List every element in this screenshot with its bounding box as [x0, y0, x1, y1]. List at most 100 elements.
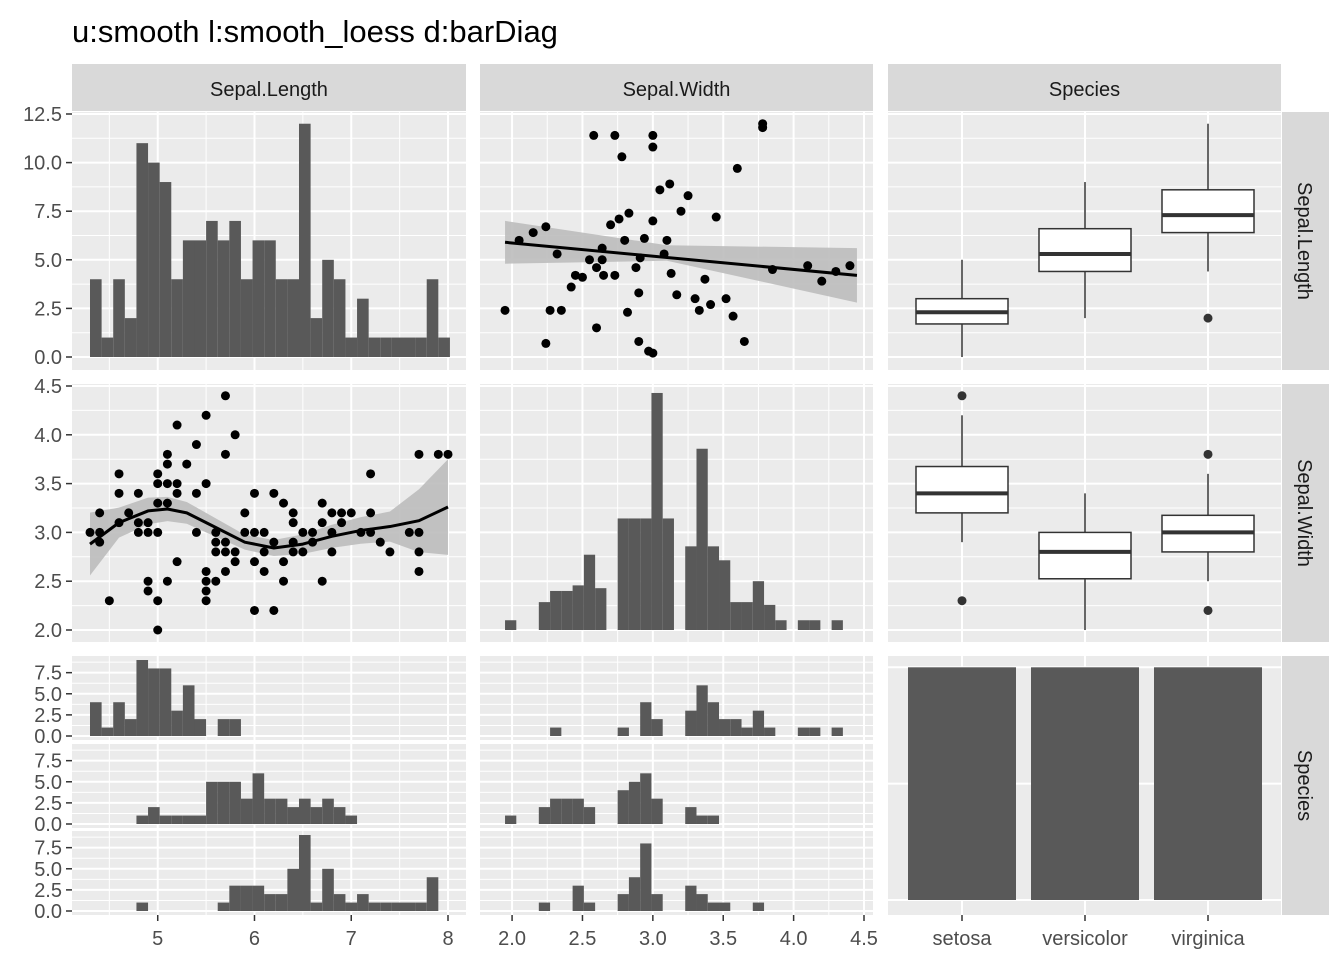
hist-bar	[136, 902, 149, 911]
scatter-point	[133, 527, 143, 537]
scatter-point	[153, 479, 163, 489]
hist-bar	[101, 337, 114, 357]
y-tick-label-row3: 2.5	[34, 880, 62, 902]
column-strip	[480, 64, 873, 111]
hist-bar	[380, 902, 392, 911]
species-count-bar	[1031, 667, 1139, 900]
column-strip-label: Sepal.Length	[210, 79, 328, 101]
scatter-point	[249, 527, 259, 537]
scatter-point	[545, 305, 555, 315]
fit-line	[504, 240, 858, 277]
hist-bar	[696, 894, 708, 911]
hist-bar	[391, 337, 404, 357]
box-body	[1038, 531, 1132, 580]
hist-bar	[275, 798, 288, 824]
scatter-point	[249, 605, 259, 615]
y-tick-label-row3: 0.0	[34, 726, 62, 748]
scatter-point	[366, 469, 376, 479]
hist-bar	[368, 902, 381, 911]
hist-bar	[287, 807, 299, 824]
scatter-point	[623, 307, 633, 317]
scatter-point	[528, 228, 538, 238]
scatter-point	[592, 323, 602, 333]
scatter-point	[676, 206, 686, 216]
hist-bar	[298, 798, 311, 824]
hist-bar	[217, 719, 230, 736]
hist-bar	[730, 602, 742, 630]
hist-bar	[583, 554, 596, 630]
x-tick-label-col2: 3.5	[709, 928, 737, 950]
scatter-point	[739, 336, 749, 346]
hist-bar	[229, 781, 241, 824]
hist-bar	[124, 719, 137, 736]
scatter-point	[552, 249, 562, 259]
hist-bar	[345, 815, 358, 824]
hist-bar	[550, 798, 562, 824]
scatter-point	[317, 576, 327, 586]
hist-bar	[583, 807, 596, 824]
panel-r3c1-setosa	[72, 656, 466, 740]
hist-bar	[206, 781, 218, 824]
scatter-point	[201, 479, 211, 489]
hist-bar	[550, 590, 562, 630]
x-tick-label-col2: 3.0	[639, 928, 667, 950]
hist-bar	[171, 710, 183, 736]
scatter-point	[104, 596, 114, 606]
row-strip	[1282, 384, 1329, 642]
scatter-point	[631, 263, 641, 273]
hist-bar	[415, 337, 427, 357]
row-strip-label: Species	[1293, 750, 1315, 821]
hist-bar	[148, 668, 160, 736]
hist-bar	[217, 781, 230, 824]
box-body	[1161, 189, 1255, 234]
hist-bar	[240, 279, 253, 357]
hist-bar	[217, 902, 230, 911]
hist-bar	[505, 815, 517, 824]
hist-bar	[617, 727, 629, 736]
species-count-bar	[908, 667, 1016, 900]
x-tick-label-col2: 4.0	[780, 928, 808, 950]
scatter-point	[172, 557, 182, 567]
scatter-point	[191, 488, 201, 498]
scatter-point	[220, 566, 230, 576]
box-outlier	[957, 391, 967, 401]
hist-bar	[572, 798, 584, 824]
panel-r3c2-setosa	[480, 656, 873, 740]
scatter-point	[683, 191, 693, 201]
hist-bar	[159, 182, 172, 357]
hist-bar	[148, 807, 160, 824]
hist-bar	[368, 337, 381, 357]
scatter-point	[648, 348, 658, 358]
scatter-point	[672, 290, 682, 300]
scatter-point	[728, 311, 738, 321]
scatter-point	[317, 518, 327, 528]
scatter-point	[337, 508, 347, 518]
scatter-point	[269, 537, 279, 547]
scatter-point	[279, 498, 289, 508]
hist-bar	[136, 815, 149, 824]
scatter-point	[758, 119, 768, 129]
scatter-point	[240, 508, 250, 518]
scatter-point	[706, 300, 716, 310]
scatter-point	[240, 527, 250, 537]
hist-bar	[333, 279, 346, 357]
x-tick-label-col3: setosa	[933, 928, 993, 950]
scatter-point	[191, 440, 201, 450]
hist-bar	[764, 604, 776, 630]
scatter-point	[375, 537, 385, 547]
scatter-point	[711, 212, 721, 222]
hist-bar	[182, 815, 195, 824]
hist-bar	[229, 719, 241, 736]
scatter-point	[585, 255, 594, 265]
scatter-point	[288, 547, 298, 557]
box-body	[1038, 227, 1132, 273]
scatter-point	[201, 596, 211, 606]
hist-bar	[572, 585, 584, 630]
scatter-point	[143, 518, 153, 528]
box-outlier	[1203, 605, 1213, 615]
scatter-point	[732, 163, 742, 173]
hist-bar	[136, 660, 149, 736]
hist-bar	[264, 240, 276, 357]
scatter-point	[541, 338, 551, 348]
scatter-point	[541, 222, 551, 232]
